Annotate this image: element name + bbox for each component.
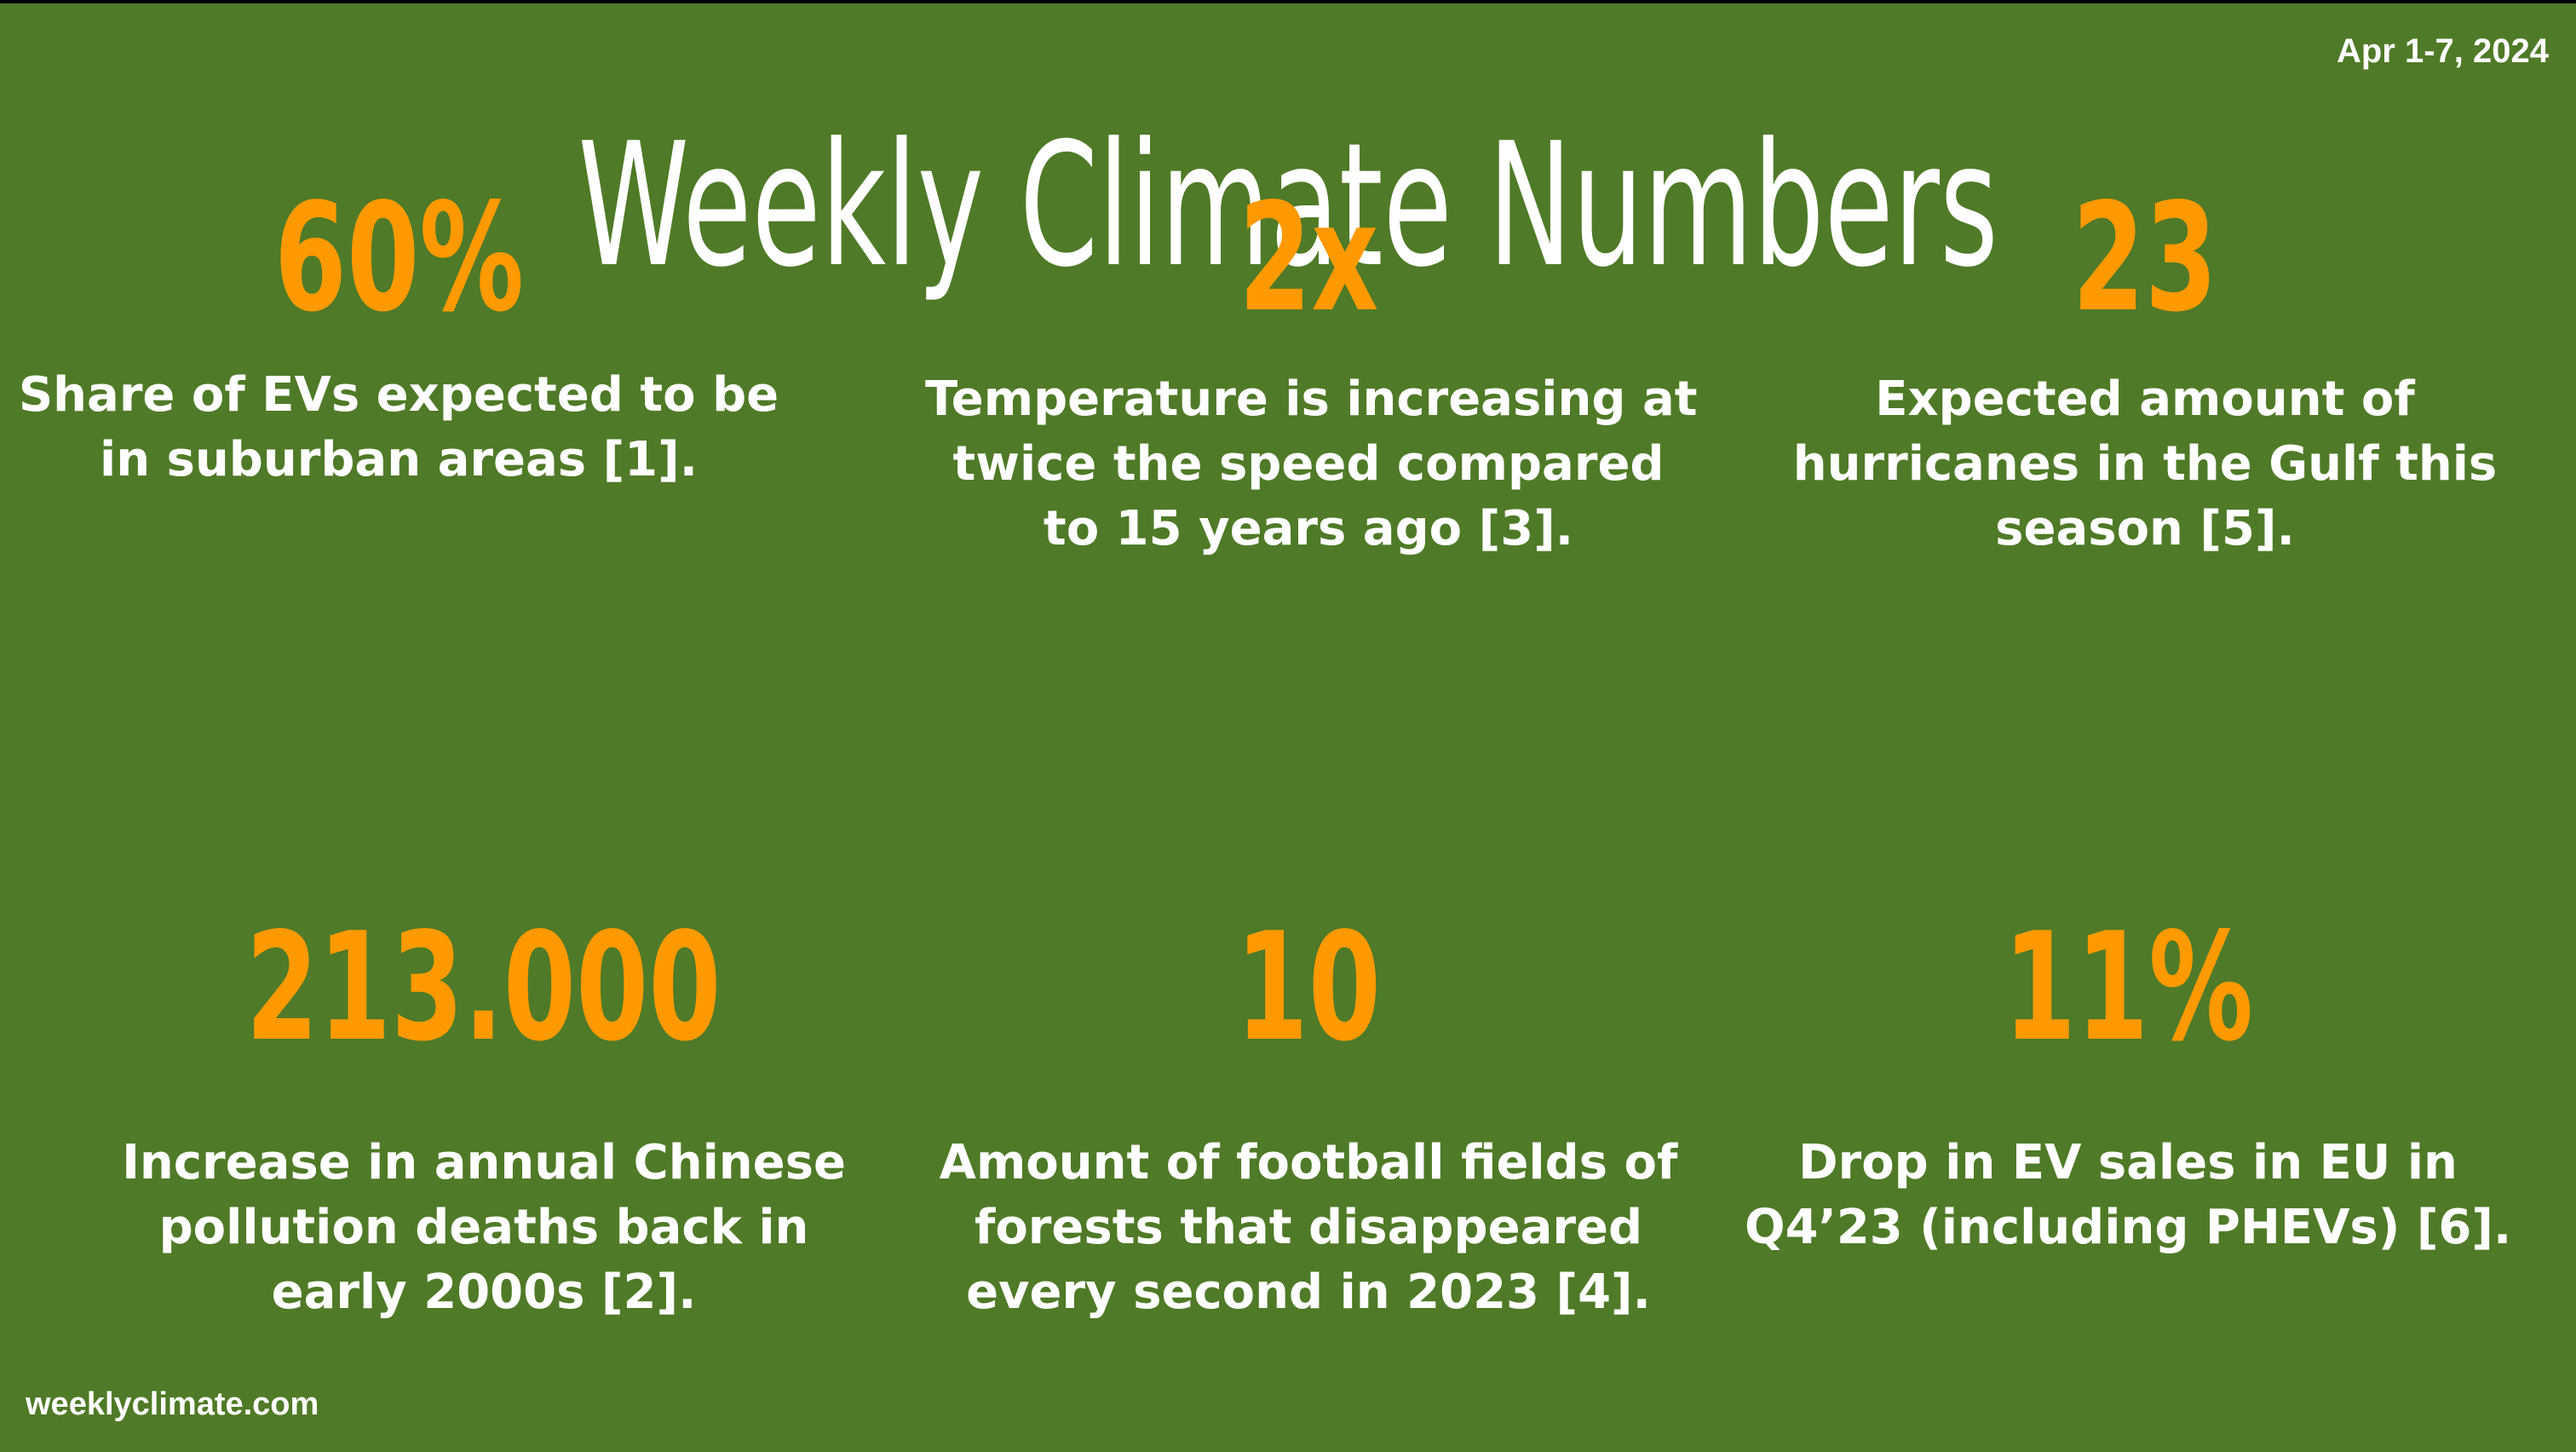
stat-value: 23 [1762, 184, 2528, 333]
stat-value: 10 [925, 913, 1692, 1063]
stat-card-ev-share: 60% Share of EVs expected to be in subur… [15, 184, 782, 493]
stat-value-text: 11% [2003, 902, 2253, 1075]
stat-description-line: hurricanes in the Gulf this [1792, 436, 2498, 492]
stat-description: Share of EVs expected to be in suburban … [15, 363, 782, 493]
stat-description-line: Amount of football fields of [939, 1135, 1678, 1190]
stat-card-forests: 10 Amount of football fields of forests … [925, 913, 1692, 1325]
stat-value-text: 10 [1235, 902, 1382, 1075]
page-title: Weekly Climate Numbers [0, 121, 2576, 291]
stat-description: Expected amount of hurricanes in the Gul… [1762, 367, 2528, 562]
stat-description-line: to 15 years ago [3]. [1043, 501, 1574, 556]
stat-description-line: in suburban areas [1]. [100, 432, 698, 487]
stat-description-line: Share of EVs expected to be [18, 367, 779, 423]
stat-value: 2x [925, 184, 1692, 333]
stat-description-line: every second in 2023 [4]. [966, 1265, 1651, 1320]
stat-value-text: 23 [2072, 172, 2218, 345]
stat-description-line: twice the speed compared [952, 436, 1665, 492]
stat-card-ev-sales: 11% Drop in EV sales in EU in Q4’23 (inc… [1745, 913, 2511, 1260]
stat-description: Increase in annual Chinese pollution dea… [101, 1131, 867, 1325]
stat-value: 11% [1745, 913, 2511, 1063]
website-link[interactable]: weeklyclimate.com [26, 1386, 319, 1422]
stat-description-line: forests that disappeared [974, 1200, 1643, 1255]
stat-card-hurricanes: 23 Expected amount of hurricanes in the … [1762, 184, 2528, 562]
stat-value-text: 213.000 [246, 902, 722, 1075]
stat-description-line: season [5]. [1995, 501, 2295, 556]
stat-description: Temperature is increasing at twice the s… [925, 367, 1698, 562]
stat-value: 213.000 [101, 913, 867, 1063]
stat-card-temperature: 2x Temperature is increasing at twice th… [925, 184, 1698, 562]
stat-description-line: Q4’23 (including PHEVs) [6]. [1745, 1200, 2512, 1255]
date-range: Apr 1-7, 2024 [2336, 32, 2549, 70]
stat-description-line: Expected amount of [1875, 372, 2415, 427]
stat-value: 60% [15, 184, 782, 333]
infographic-slide: Apr 1-7, 2024 Weekly Climate Numbers 60%… [0, 3, 2576, 1452]
stat-description: Amount of football fields of forests tha… [925, 1131, 1692, 1325]
stat-description-line: early 2000s [2]. [271, 1265, 697, 1320]
stat-value-text: 60% [273, 172, 524, 345]
stat-card-pollution-deaths: 213.000 Increase in annual Chinese pollu… [15, 913, 952, 1325]
stat-description-line: pollution deaths back in [158, 1200, 809, 1255]
stat-value-text: 2x [1238, 172, 1379, 345]
stat-description-line: Increase in annual Chinese [122, 1135, 846, 1190]
page-title-text: Weekly Climate Numbers [578, 107, 1998, 305]
stat-description-line: Temperature is increasing at [925, 372, 1698, 427]
stat-description-line: Drop in EV sales in EU in [1798, 1135, 2458, 1190]
stat-description: Drop in EV sales in EU in Q4’23 (includi… [1745, 1131, 2511, 1260]
